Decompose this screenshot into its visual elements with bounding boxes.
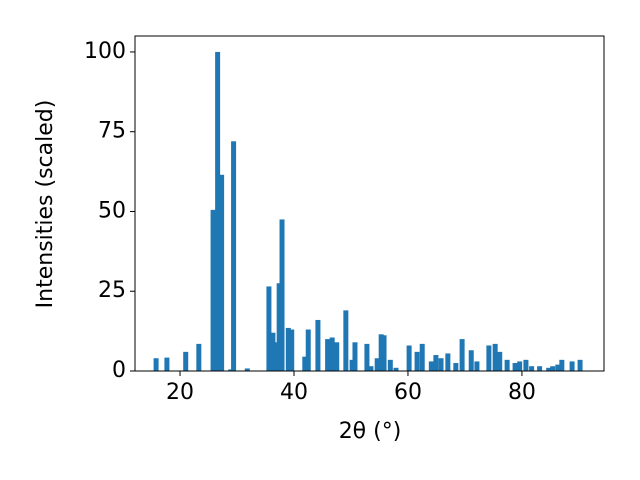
bar: [504, 359, 510, 371]
bar: [153, 358, 159, 371]
bar: [276, 283, 282, 371]
x-tick-label: 40: [280, 380, 308, 405]
bar: [550, 366, 556, 371]
bar: [215, 51, 221, 371]
y-tick-label: 25: [98, 278, 126, 303]
y-tick-label: 50: [98, 198, 126, 223]
bar: [381, 335, 387, 371]
bar: [453, 363, 459, 371]
bar: [289, 329, 295, 371]
y-tick-label: 75: [98, 119, 126, 144]
bar: [329, 337, 335, 371]
bar: [219, 174, 225, 371]
bar: [183, 351, 189, 371]
bar: [164, 357, 170, 371]
bar: [406, 345, 412, 371]
bar: [577, 359, 583, 371]
bar: [492, 343, 498, 371]
bar: [523, 359, 529, 371]
bar: [349, 359, 355, 371]
bar: [352, 342, 358, 371]
bar: [279, 219, 285, 371]
plot-frame: [134, 35, 605, 372]
x-axis-label: 2θ (°): [339, 419, 402, 444]
y-axis-label: Intensities (scaled): [33, 100, 58, 309]
bar: [517, 361, 523, 371]
y-tick-label: 100: [84, 39, 126, 64]
bar: [285, 327, 291, 371]
bar: [334, 342, 340, 371]
bar: [387, 359, 393, 371]
bar: [228, 369, 234, 371]
bar: [497, 351, 503, 371]
bar: [537, 366, 543, 371]
bar: [555, 364, 561, 371]
bar: [559, 359, 565, 371]
x-tick-label: 20: [166, 380, 194, 405]
bar: [569, 361, 575, 371]
bar: [468, 350, 474, 371]
bar: [445, 353, 451, 371]
x-tick-label: 60: [394, 380, 422, 405]
bar: [414, 351, 420, 371]
bar: [368, 366, 374, 371]
bar: [325, 339, 331, 371]
bar: [231, 141, 237, 371]
bar: [546, 367, 552, 371]
x-tick-label: 80: [508, 380, 536, 405]
bar: [378, 334, 384, 371]
bar: [486, 345, 492, 371]
bar: [315, 319, 321, 371]
y-tick-label: 0: [112, 358, 126, 383]
bar: [374, 358, 380, 371]
bar: [428, 361, 434, 371]
bar: [438, 358, 444, 371]
bar: [244, 368, 250, 371]
bar: [343, 310, 349, 371]
bar: [266, 286, 272, 371]
bar: [419, 343, 425, 371]
bar: [512, 363, 518, 371]
bar: [196, 343, 202, 371]
bar: [433, 355, 439, 371]
bar: [302, 356, 308, 371]
bar: [305, 329, 311, 371]
bar: [364, 343, 370, 371]
bar: [210, 209, 216, 371]
bar: [474, 361, 480, 371]
bar: [393, 367, 399, 371]
bar: [270, 332, 276, 371]
bar: [459, 339, 465, 371]
bar: [529, 366, 535, 371]
